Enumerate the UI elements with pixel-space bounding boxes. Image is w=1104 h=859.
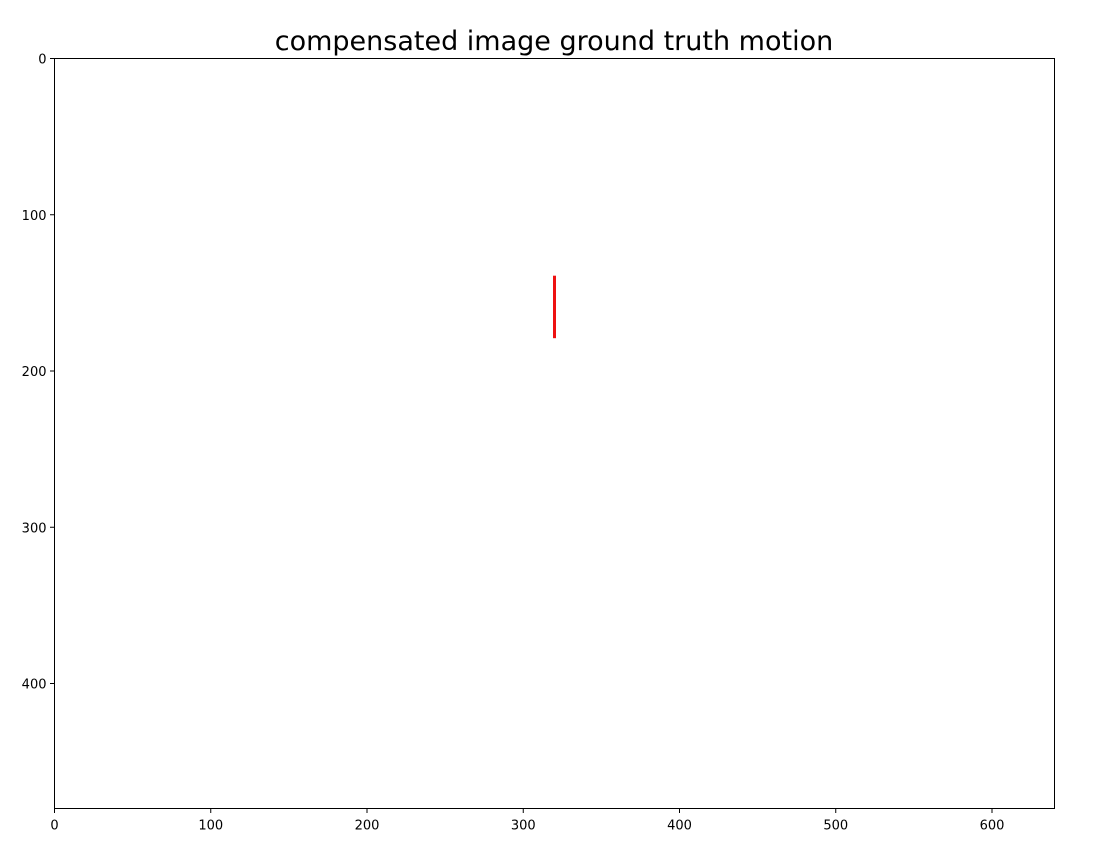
x-tick-label: 300 (511, 819, 536, 834)
y-tick-label: 300 (22, 521, 47, 536)
plot-frame (54, 58, 1055, 809)
x-tick-label: 500 (823, 819, 848, 834)
x-tick-label: 100 (198, 819, 223, 834)
x-tick-label: 200 (355, 819, 380, 834)
x-tick-label: 600 (980, 819, 1005, 834)
y-axis: 0 100 200 300 400 (22, 53, 55, 693)
y-tick-label: 400 (22, 678, 47, 693)
x-tick-label: 400 (667, 819, 692, 834)
x-tick-label: 0 (50, 819, 58, 834)
y-tick-label: 100 (22, 209, 47, 224)
plot-area (54, 58, 1055, 809)
y-tick-label: 0 (38, 53, 46, 68)
y-tick-label: 200 (22, 365, 47, 380)
x-axis: 0 100 200 300 400 500 600 (50, 808, 1005, 834)
chart-title: compensated image ground truth motion (275, 26, 833, 57)
